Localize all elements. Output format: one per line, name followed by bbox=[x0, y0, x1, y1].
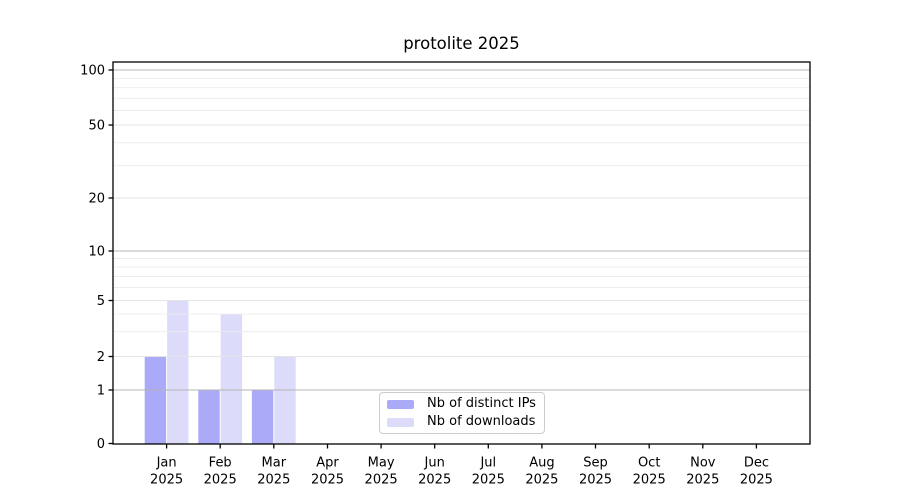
y-tick-label: 100 bbox=[80, 64, 105, 79]
bars-group bbox=[144, 300, 296, 444]
x-tick-label-month: Dec bbox=[744, 456, 769, 471]
x-tick-label-year: 2025 bbox=[311, 473, 344, 488]
legend-label: Nb of downloads bbox=[427, 414, 536, 429]
chart-title: protolite 2025 bbox=[403, 34, 520, 53]
x-tick-label-month: Aug bbox=[529, 456, 554, 471]
x-tick-label-month: Jun bbox=[424, 456, 445, 471]
x-tick-label-year: 2025 bbox=[525, 473, 558, 488]
x-tick-label-year: 2025 bbox=[686, 473, 719, 488]
plot-frame bbox=[112, 61, 811, 445]
y-tick-label: 0 bbox=[97, 437, 105, 452]
y-axis: 0 1 2 5 10 20 50 100 bbox=[80, 64, 113, 452]
legend-item: Nb of distinct IPs bbox=[380, 395, 544, 413]
legend: Nb of distinct IPs Nb of downloads bbox=[379, 392, 545, 434]
legend-swatch-nb-of-downloads bbox=[387, 417, 414, 427]
y-tick-label: 2 bbox=[97, 350, 105, 365]
x-tick-label-year: 2025 bbox=[365, 473, 398, 488]
x-tick-label-month: Feb bbox=[209, 456, 232, 471]
bar-nb-of-downloads-jan bbox=[167, 300, 189, 444]
y-tick-label: 1 bbox=[97, 384, 105, 399]
x-tick-label-month: Sep bbox=[583, 456, 608, 471]
x-tick-label-year: 2025 bbox=[418, 473, 451, 488]
y-tick-label: 10 bbox=[88, 245, 105, 260]
x-tick-label-month: Oct bbox=[638, 456, 660, 471]
y-tick-label: 50 bbox=[88, 119, 105, 134]
bar-nb-of-distinct-ips-feb bbox=[198, 390, 220, 444]
legend-label: Nb of distinct IPs bbox=[427, 396, 536, 411]
bar-nb-of-distinct-ips-jan bbox=[144, 356, 167, 444]
y-tick-label: 5 bbox=[97, 294, 105, 309]
y-tick-label: 20 bbox=[88, 192, 105, 207]
bar-nb-of-downloads-mar bbox=[274, 356, 296, 444]
x-tick-label-year: 2025 bbox=[740, 473, 773, 488]
x-tick-label-month: Jul bbox=[479, 456, 496, 471]
legend-swatch-nb-of-distinct-ips bbox=[387, 399, 414, 409]
bar-nb-of-downloads-feb bbox=[220, 314, 243, 444]
x-tick-label-month: Mar bbox=[262, 456, 287, 471]
x-axis: Jan 2025 Feb 2025 Mar 2025 Apr 2025 May 2025 Jun 20… bbox=[150, 444, 773, 488]
x-tick-label-year: 2025 bbox=[472, 473, 505, 488]
x-tick-label-year: 2025 bbox=[150, 473, 183, 488]
legend-item: Nb of downloads bbox=[380, 413, 544, 431]
x-tick-label-year: 2025 bbox=[633, 473, 666, 488]
x-tick-label-year: 2025 bbox=[204, 473, 237, 488]
x-tick-label-year: 2025 bbox=[579, 473, 612, 488]
bar-nb-of-distinct-ips-mar bbox=[251, 390, 274, 444]
gridlines-group bbox=[113, 69, 810, 391]
x-tick-label-month: Nov bbox=[690, 456, 716, 471]
x-tick-label-month: Jan bbox=[156, 456, 177, 471]
x-tick-label-month: Apr bbox=[316, 456, 339, 471]
x-tick-label-year: 2025 bbox=[257, 473, 290, 488]
x-tick-label-month: May bbox=[368, 456, 395, 471]
